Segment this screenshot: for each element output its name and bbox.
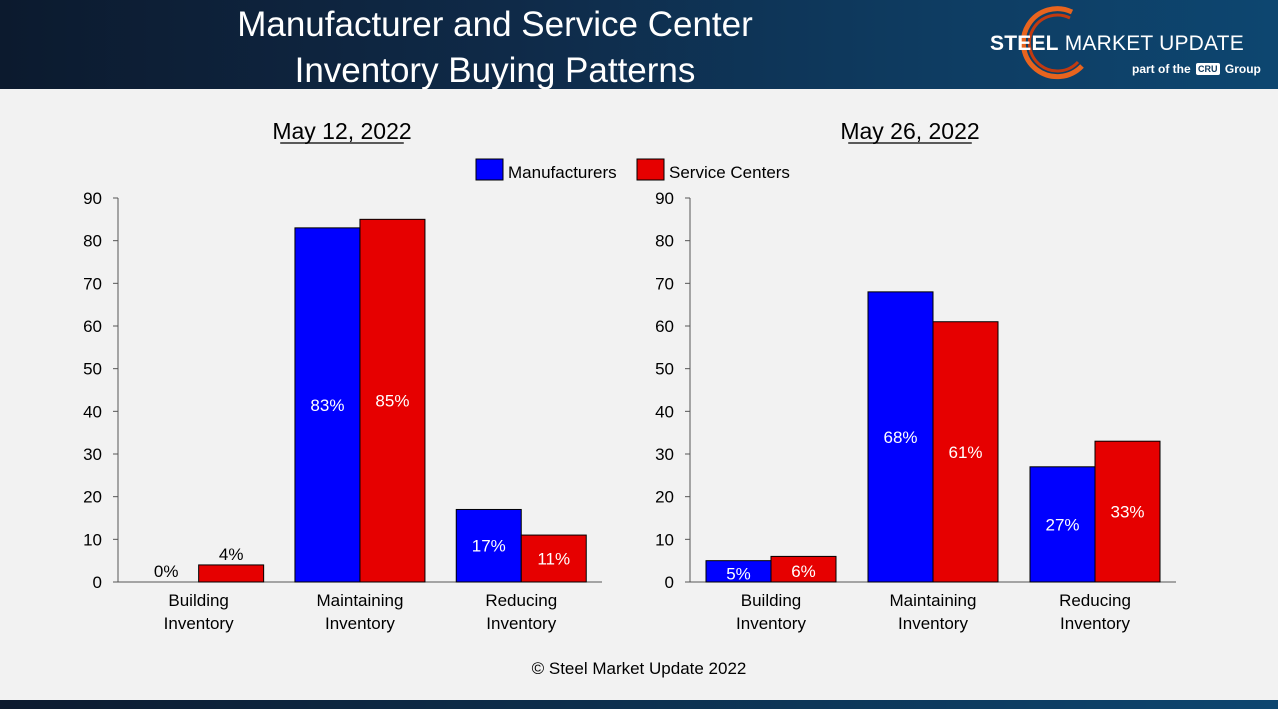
sub-prefix: part of the [1132,62,1191,76]
category-label: Reducing [1059,591,1131,610]
legend-swatch-service-centers [636,158,665,181]
data-label: 5% [726,564,751,583]
category-label: Inventory [486,614,556,633]
y-tick-label: 0 [665,573,674,592]
bar-service-centers [520,534,587,583]
category-label: Inventory [1060,614,1130,633]
data-label: 4% [219,545,244,564]
y-tick-label: 50 [655,360,674,379]
data-label: 68% [883,428,917,447]
chart-may-12: May 12, 2022 0 10 20 30 40 50 60 70 80 90 Building I… [83,118,602,633]
bar-manufacturers [294,227,361,583]
bar-service-centers [932,321,999,583]
header-banner: Manufacturer and Service Center Inventor… [0,0,1278,90]
swoosh-icon [1020,6,1084,80]
category-label: Maintaining [890,591,977,610]
cru-badge: CRU [1196,63,1220,75]
chart-may-26: May 26, 2022 0 10 20 30 40 50 60 70 80 90 Building I… [655,118,1176,633]
category-label: Inventory [325,614,395,633]
data-label: 83% [310,396,344,415]
bar-service-centers [770,555,837,583]
category-label: Inventory [898,614,968,633]
category-label: Inventory [164,614,234,633]
title-line-1: Manufacturer and Service Center [237,5,753,44]
steel-market-update-logo: STEEL MARKET UPDATE part of the CRU Grou… [980,4,1270,86]
brand-bold: STEEL [990,32,1059,55]
bar-service-centers [198,564,265,583]
y-tick-label: 70 [655,274,674,293]
bar-service-centers [359,218,426,583]
bar-manufacturers [455,508,522,583]
y-tick-label: 70 [83,274,102,293]
y-tick-label: 90 [83,189,102,208]
y-tick-label: 50 [83,360,102,379]
bar-service-centers [1094,440,1161,583]
y-tick-label: 10 [83,530,102,549]
sub-suffix: Group [1224,62,1261,76]
y-tick-label: 60 [83,317,102,336]
category-label: Inventory [736,614,806,633]
y-tick-label: 80 [83,232,102,251]
data-label: 85% [375,392,409,411]
legend-label-manufacturers: Manufacturers [508,163,617,182]
category-label: Maintaining [316,591,403,610]
legend: Manufacturers Service Centers [475,158,790,182]
y-tick-label: 10 [655,530,674,549]
copyright-text: © Steel Market Update 2022 [531,659,747,678]
data-label: 17% [472,537,506,556]
data-label: 27% [1045,515,1079,534]
footer-bar [0,700,1278,709]
y-tick-label: 30 [655,445,674,464]
y-tick-label: 60 [655,317,674,336]
brand-subtitle: part of the CRU Group [1132,62,1261,76]
y-tick-label: 40 [655,402,674,421]
slide-title: Manufacturer and Service Center Inventor… [150,2,840,94]
y-tick-label: 80 [655,232,674,251]
y-tick-label: 20 [83,488,102,507]
brand-rest: MARKET UPDATE [1058,32,1244,55]
data-label: 61% [948,443,982,462]
data-label: 0% [154,562,179,581]
chart-title: May 26, 2022 [840,118,979,144]
legend-label-service-centers: Service Centers [669,163,790,182]
legend-swatch-manufacturers [475,158,504,181]
data-label: 6% [791,562,816,581]
y-tick-label: 90 [655,189,674,208]
y-tick-label: 30 [83,445,102,464]
charts-area: Manufacturers Service Centers May 12, 20… [83,118,1176,633]
data-label: 33% [1110,503,1144,522]
y-tick-label: 0 [93,573,102,592]
title-line-2: Inventory Buying Patterns [294,51,696,90]
chart-title: May 12, 2022 [272,118,411,144]
bar-manufacturers [1029,466,1096,583]
data-label: 11% [537,550,570,569]
category-label: Building [168,591,229,610]
y-tick-label: 20 [655,488,674,507]
category-label: Building [741,591,802,610]
y-tick-label: 40 [83,402,102,421]
category-label: Reducing [485,591,557,610]
brand-name: STEEL MARKET UPDATE [990,32,1244,56]
